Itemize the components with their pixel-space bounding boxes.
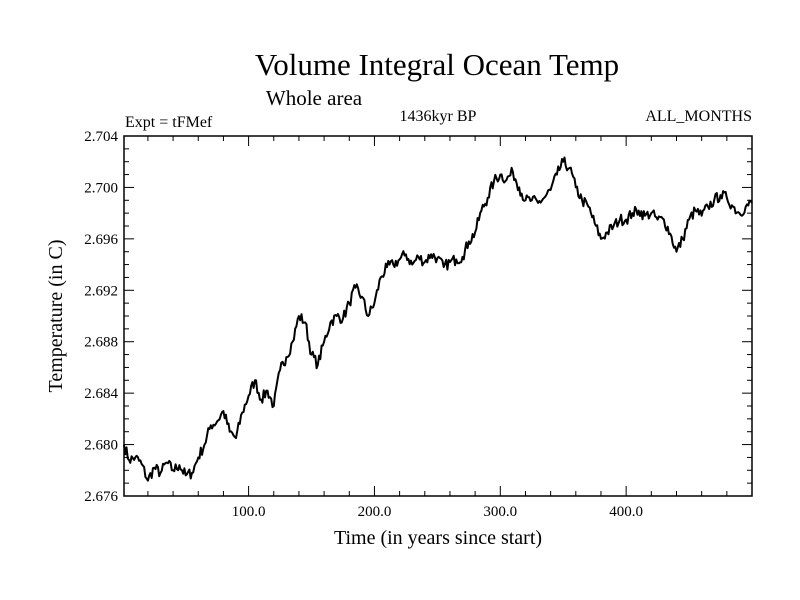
- y-tick-label: 2.680: [84, 438, 118, 454]
- center-string: 1436kyr BP: [400, 108, 477, 125]
- y-tick-label: 2.692: [84, 283, 118, 299]
- y-tick-label: 2.704: [84, 129, 118, 145]
- x-tick-label: 300.0: [483, 504, 517, 520]
- x-tick-label: 200.0: [358, 504, 392, 520]
- left-string: Expt = tFMef: [125, 114, 213, 131]
- y-tick-label: 2.684: [84, 386, 118, 402]
- y-axis-label: Temperature (in C): [45, 240, 67, 393]
- tick-marks: [124, 135, 752, 497]
- chart-title: Volume Integral Ocean Temp: [255, 47, 619, 82]
- x-tick-labels: 100.0 200.0 300.0 400.0: [232, 504, 643, 520]
- series-line: [123, 156, 753, 482]
- x-tick-label: 100.0: [232, 504, 266, 520]
- chart-subtitle: Whole area: [266, 86, 363, 110]
- y-tick-label: 2.676: [84, 489, 118, 505]
- plot-frame: [123, 135, 753, 497]
- y-tick-label: 2.696: [84, 232, 118, 248]
- y-tick-label: 2.700: [84, 180, 118, 196]
- x-axis-label: Time (in years since start): [334, 527, 542, 549]
- y-tick-label: 2.688: [84, 335, 118, 351]
- x-tick-label: 400.0: [609, 504, 643, 520]
- right-string: ALL_MONTHS: [645, 108, 752, 125]
- y-tick-labels: 2.676 2.680 2.684 2.688 2.692 2.696 2.700 2.704: [84, 129, 118, 505]
